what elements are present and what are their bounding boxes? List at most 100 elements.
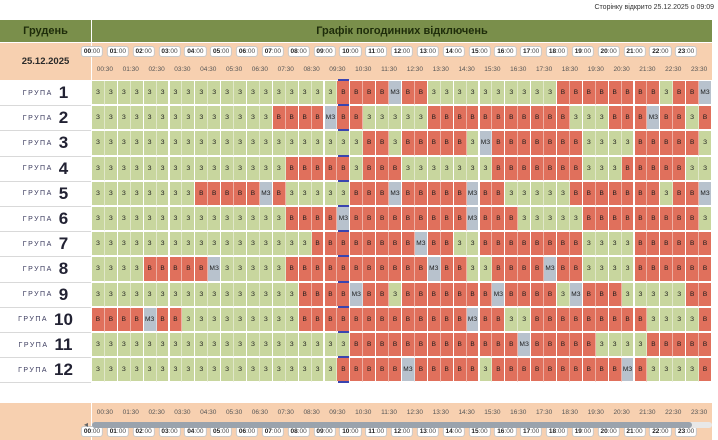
half-hour-label: 20:30 xyxy=(613,66,630,73)
schedule-cell: З xyxy=(544,81,557,106)
schedule-cell: З xyxy=(582,131,596,156)
schedule-cell: В xyxy=(414,81,428,106)
schedule-cell: З xyxy=(311,333,325,358)
schedule-cell: В xyxy=(673,131,687,156)
scrollbar-thumb[interactable] xyxy=(92,422,692,428)
current-time-marker xyxy=(338,179,350,182)
schedule-cell: МЗ xyxy=(259,181,273,206)
group-word: ГРУПА xyxy=(22,291,53,299)
half-hour-label: 01:30 xyxy=(122,66,139,73)
schedule-cell: В xyxy=(595,207,609,232)
schedule-cell: В xyxy=(531,282,545,307)
schedule-cell: В xyxy=(350,257,364,282)
schedule-cell: З xyxy=(247,307,260,332)
schedule-cell: З xyxy=(247,333,260,358)
schedule-cell: З xyxy=(104,282,118,307)
schedule-cell: З xyxy=(259,131,273,156)
schedule-cell: В xyxy=(363,358,377,383)
schedule-cell: В xyxy=(440,106,454,131)
schedule-cell: В xyxy=(337,307,351,332)
horizontal-scrollbar[interactable] xyxy=(92,422,712,428)
schedule-cell: В xyxy=(324,232,338,257)
group-number: 12 xyxy=(54,360,73,380)
schedule-cell: В xyxy=(350,207,364,232)
schedule-cell: З xyxy=(259,333,273,358)
schedule-cell: В xyxy=(350,81,364,106)
schedule-cell: З xyxy=(337,333,351,358)
schedule-cell: В xyxy=(376,207,390,232)
group-label: ГРУПА 7 xyxy=(0,232,91,258)
half-hour-label: 02:30 xyxy=(148,66,165,73)
schedule-cell: З xyxy=(324,181,338,206)
schedule-cell: З xyxy=(143,232,157,257)
half-hour-label: 13:30 xyxy=(432,409,449,416)
half-hour-label: 07:30 xyxy=(277,409,294,416)
hour-label: 11:00 xyxy=(365,46,388,57)
schedule-cell: В xyxy=(492,358,506,383)
schedule-cell: В xyxy=(389,358,402,383)
schedule-cell: З xyxy=(285,81,299,106)
schedule-cell: В xyxy=(673,232,687,257)
schedule-cell: В xyxy=(466,282,480,307)
hour-label: 23:00 xyxy=(675,46,698,57)
schedule-cell: В xyxy=(492,106,506,131)
current-time-marker xyxy=(338,305,350,308)
scroll-left-icon[interactable]: ◂ xyxy=(84,420,89,429)
schedule-cell: З xyxy=(92,131,105,156)
schedule-cell: З xyxy=(143,81,157,106)
schedule-cell: З xyxy=(634,282,648,307)
schedule-cell: З xyxy=(117,181,131,206)
half-hour-label: 12:30 xyxy=(406,409,424,416)
schedule-cell: З xyxy=(686,307,700,332)
schedule-cell: З xyxy=(608,156,622,181)
schedule-cell: В xyxy=(427,106,441,131)
schedule-cell: В xyxy=(557,106,570,131)
schedule-cell: З xyxy=(182,207,196,232)
schedule-cell: В xyxy=(247,181,260,206)
schedule-cell: З xyxy=(143,156,157,181)
schedule-cell: В xyxy=(143,257,157,282)
schedule-cell: З xyxy=(595,131,609,156)
schedule-cell: З xyxy=(221,207,235,232)
schedule-cell: З xyxy=(104,181,118,206)
hour-label: 06:00 xyxy=(235,46,259,57)
half-hour-label: 09:30 xyxy=(329,66,346,73)
schedule-cell: В xyxy=(298,106,312,131)
schedule-cell: З xyxy=(699,207,712,232)
schedule-cell: В xyxy=(402,307,415,332)
half-hour-label: 08:30 xyxy=(303,409,320,416)
schedule-cell: З xyxy=(156,232,170,257)
schedule-cell: В xyxy=(337,106,351,131)
schedule-cell: З xyxy=(92,81,105,106)
schedule-cell: В xyxy=(130,307,144,332)
schedule-cell: В xyxy=(608,207,622,232)
schedule-cell: В xyxy=(673,181,687,206)
schedule-cell: З xyxy=(117,232,131,257)
schedule-cell: З xyxy=(234,333,247,358)
schedule-cell: В xyxy=(699,282,712,307)
schedule-cell: З xyxy=(143,131,157,156)
schedule-cell: З xyxy=(156,81,170,106)
schedule-cell: З xyxy=(195,106,209,131)
schedule-cell: В xyxy=(634,81,648,106)
schedule-cell: В xyxy=(647,232,661,257)
schedule-cell: З xyxy=(272,282,286,307)
schedule-cell: З xyxy=(531,181,545,206)
schedule-cell: З xyxy=(182,156,196,181)
half-hour-label: 10:30 xyxy=(355,409,372,416)
hour-label: 12:00 xyxy=(390,46,414,57)
schedule-cell: В xyxy=(569,181,583,206)
schedule-cell: З xyxy=(259,106,273,131)
half-hour-label: 09:30 xyxy=(329,409,346,416)
schedule-cell: З xyxy=(582,156,596,181)
schedule-cell: В xyxy=(337,232,351,257)
schedule-cell: В xyxy=(505,282,519,307)
schedule-cell: В xyxy=(363,232,377,257)
hour-label: 21:00 xyxy=(623,46,646,57)
schedule-cell: В xyxy=(479,232,493,257)
hour-label: 16:00 xyxy=(494,46,517,57)
schedule-cell: В xyxy=(505,358,519,383)
group-word: ГРУПА xyxy=(22,89,53,97)
schedule-cell: В xyxy=(195,181,209,206)
schedule-cell: В xyxy=(557,257,570,282)
